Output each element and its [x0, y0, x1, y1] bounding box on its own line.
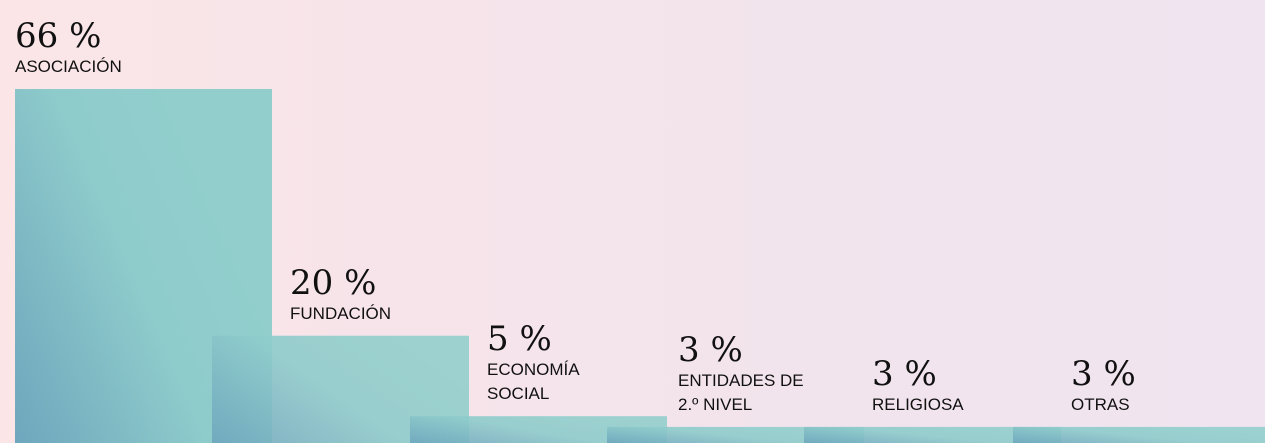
category-label: OTRAS: [1071, 394, 1130, 414]
value-label: 20 %: [290, 262, 377, 303]
bar-label: 20 % FUNDACIÓN: [290, 264, 430, 326]
category-label: ENTIDADES DE 2.º NIVEL: [678, 370, 804, 414]
bar: [607, 426, 864, 443]
value-label: 66 %: [15, 16, 102, 56]
category-label: ECONOMÍA SOCIAL: [487, 360, 579, 404]
bar-label: 66 % ASOCIACIÓN: [15, 17, 155, 79]
bar-label: 3 % ENTIDADES DE 2.º NIVEL: [678, 331, 818, 417]
bar-label: 3 % RELIGIOSA: [872, 355, 1012, 417]
bar-label: 5 % ECONOMÍA SOCIAL: [487, 320, 627, 406]
bar: [1013, 426, 1265, 443]
bar: [804, 426, 1061, 443]
value-label: 3 %: [872, 353, 937, 394]
category-label: FUNDACIÓN: [290, 303, 392, 323]
value-label: 5 %: [487, 319, 552, 360]
value-label: 3 %: [678, 329, 743, 370]
category-label: ASOCIACIÓN: [15, 57, 122, 76]
bar-label: 3 % OTRAS: [1071, 355, 1211, 417]
category-label: RELIGIOSA: [872, 394, 964, 414]
value-label: 3 %: [1071, 353, 1136, 394]
